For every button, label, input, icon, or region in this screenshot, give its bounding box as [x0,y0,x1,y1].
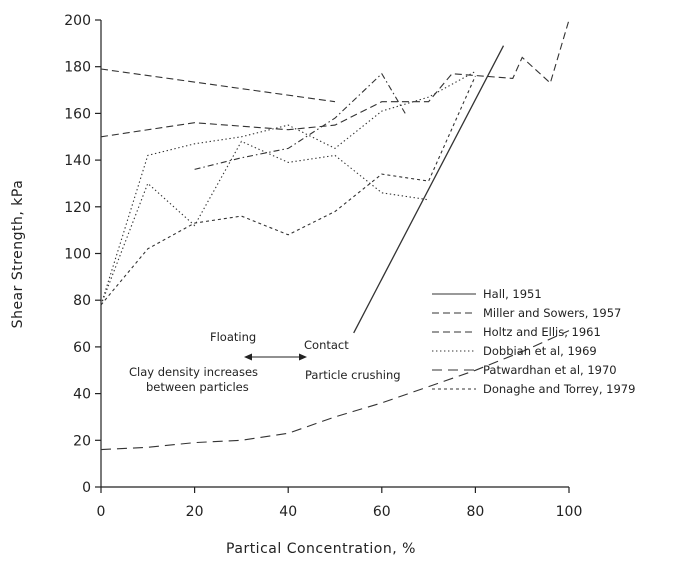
x-tick-label: 0 [97,504,106,520]
x-tick-label: 100 [556,504,583,520]
legend-label: Donaghe and Torrey, 1979 [483,382,635,396]
x-tick-label: 40 [279,504,297,520]
series-line-7 [100,70,476,306]
y-tick-label: 180 [64,60,91,76]
tick-marks: 0 20 40 60 80 100 120 140 160 180 200 0 20 40 60 80 100 [64,13,582,520]
arrow-right-head [299,353,307,361]
series-line-5 [100,330,570,451]
legend-label: Dobbiah et al, 1969 [483,344,597,358]
annotation-floating: Floating [210,330,256,344]
annotation-clay-density-line1: Clay density increases [129,365,258,379]
x-tick-label: 20 [186,504,204,520]
y-tick-label: 20 [73,433,91,449]
x-tick-label: 80 [466,504,484,520]
x-axis-title: Partical Concentration, % [226,541,416,557]
y-axis-title: Shear Strength, kPa [10,180,26,329]
y-tick-label: 40 [73,387,91,403]
series-line-8 [194,72,406,170]
y-tick-label: 0 [82,480,91,496]
y-tick-label: 100 [64,247,91,263]
axes [100,20,569,488]
y-tick-label: 60 [73,340,91,356]
series-line-4 [100,140,429,306]
series-line-2 [100,68,336,103]
series-layer [100,19,570,451]
y-tick-label: 200 [64,13,91,29]
y-tick-label: 140 [64,153,91,169]
annotation-contact: Contact [304,338,349,352]
annotation-clay-density-line2: between particles [146,380,249,394]
annotation-particle-crushing: Particle crushing [305,368,401,382]
arrow-left-head [244,353,252,361]
y-tick-label: 80 [73,293,91,309]
series-line-1 [353,45,505,334]
x-tick-label: 60 [373,504,391,520]
series-line-3 [100,19,570,138]
y-tick-label: 160 [64,106,91,122]
legend-label: Holtz and Ellis, 1961 [483,325,601,339]
legend-label: Patwardhan et al, 1970 [483,363,617,377]
series-line-6 [100,75,476,306]
y-tick-label: 120 [64,200,91,216]
legend-label: Hall, 1951 [483,287,542,301]
legend-label: Miller and Sowers, 1957 [483,306,621,320]
legend: Hall, 1951 Miller and Sowers, 1957 Holtz a… [432,287,635,396]
annotations: Floating Contact Clay density increases … [129,330,401,394]
